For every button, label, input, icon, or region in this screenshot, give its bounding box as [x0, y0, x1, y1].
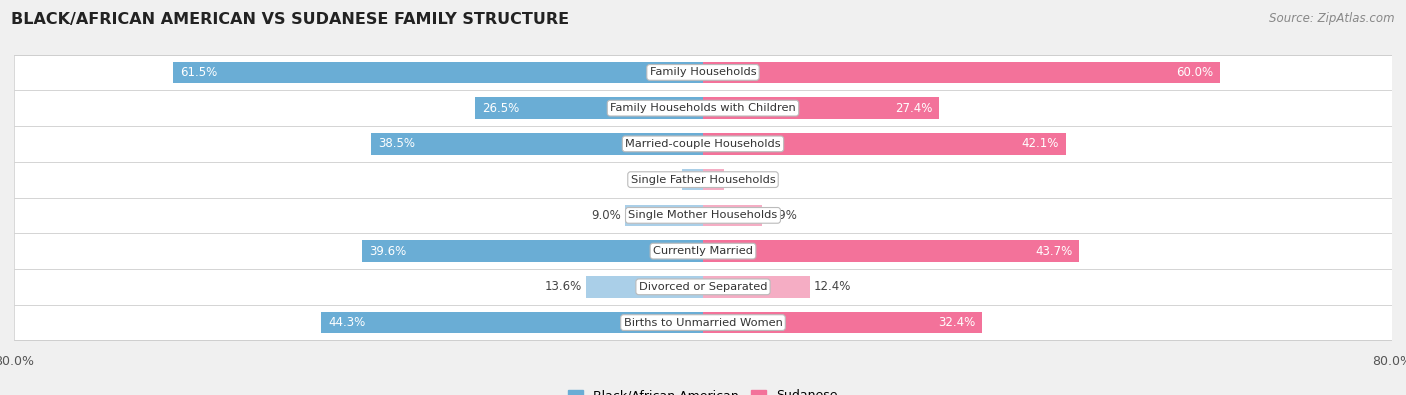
- Text: 60.0%: 60.0%: [1175, 66, 1213, 79]
- Text: 43.7%: 43.7%: [1035, 245, 1073, 258]
- Text: Currently Married: Currently Married: [652, 246, 754, 256]
- Text: 13.6%: 13.6%: [544, 280, 582, 293]
- Text: BLACK/AFRICAN AMERICAN VS SUDANESE FAMILY STRUCTURE: BLACK/AFRICAN AMERICAN VS SUDANESE FAMIL…: [11, 12, 569, 27]
- Bar: [173, 62, 703, 83]
- Text: 2.4%: 2.4%: [648, 173, 678, 186]
- Bar: [703, 205, 762, 226]
- Bar: [703, 276, 810, 297]
- Bar: [586, 276, 703, 297]
- Bar: [14, 55, 1392, 90]
- Text: 12.4%: 12.4%: [814, 280, 852, 293]
- Text: 42.1%: 42.1%: [1021, 137, 1059, 150]
- Text: 44.3%: 44.3%: [329, 316, 366, 329]
- Text: 2.4%: 2.4%: [728, 173, 758, 186]
- Bar: [475, 98, 703, 119]
- Text: Family Households: Family Households: [650, 68, 756, 77]
- Text: Source: ZipAtlas.com: Source: ZipAtlas.com: [1270, 12, 1395, 25]
- Bar: [371, 133, 703, 154]
- Bar: [682, 169, 703, 190]
- Text: 26.5%: 26.5%: [482, 102, 519, 115]
- Bar: [14, 305, 1392, 340]
- Bar: [626, 205, 703, 226]
- Bar: [14, 126, 1392, 162]
- Bar: [14, 233, 1392, 269]
- Text: Divorced or Separated: Divorced or Separated: [638, 282, 768, 292]
- Bar: [14, 162, 1392, 198]
- Text: Single Mother Households: Single Mother Households: [628, 211, 778, 220]
- Text: 27.4%: 27.4%: [894, 102, 932, 115]
- Text: Family Households with Children: Family Households with Children: [610, 103, 796, 113]
- Bar: [361, 241, 703, 262]
- Text: 32.4%: 32.4%: [938, 316, 976, 329]
- Bar: [703, 241, 1080, 262]
- Bar: [703, 312, 981, 333]
- Bar: [14, 198, 1392, 233]
- Bar: [703, 98, 939, 119]
- Text: 6.9%: 6.9%: [766, 209, 797, 222]
- Bar: [703, 169, 724, 190]
- Text: 61.5%: 61.5%: [180, 66, 218, 79]
- Bar: [703, 133, 1066, 154]
- Bar: [703, 62, 1219, 83]
- Legend: Black/African American, Sudanese: Black/African American, Sudanese: [564, 384, 842, 395]
- Bar: [322, 312, 703, 333]
- Text: 39.6%: 39.6%: [368, 245, 406, 258]
- Text: Married-couple Households: Married-couple Households: [626, 139, 780, 149]
- Text: Single Father Households: Single Father Households: [631, 175, 775, 184]
- Bar: [14, 90, 1392, 126]
- Text: 38.5%: 38.5%: [378, 137, 415, 150]
- Text: 9.0%: 9.0%: [592, 209, 621, 222]
- Bar: [14, 269, 1392, 305]
- Text: Births to Unmarried Women: Births to Unmarried Women: [624, 318, 782, 327]
